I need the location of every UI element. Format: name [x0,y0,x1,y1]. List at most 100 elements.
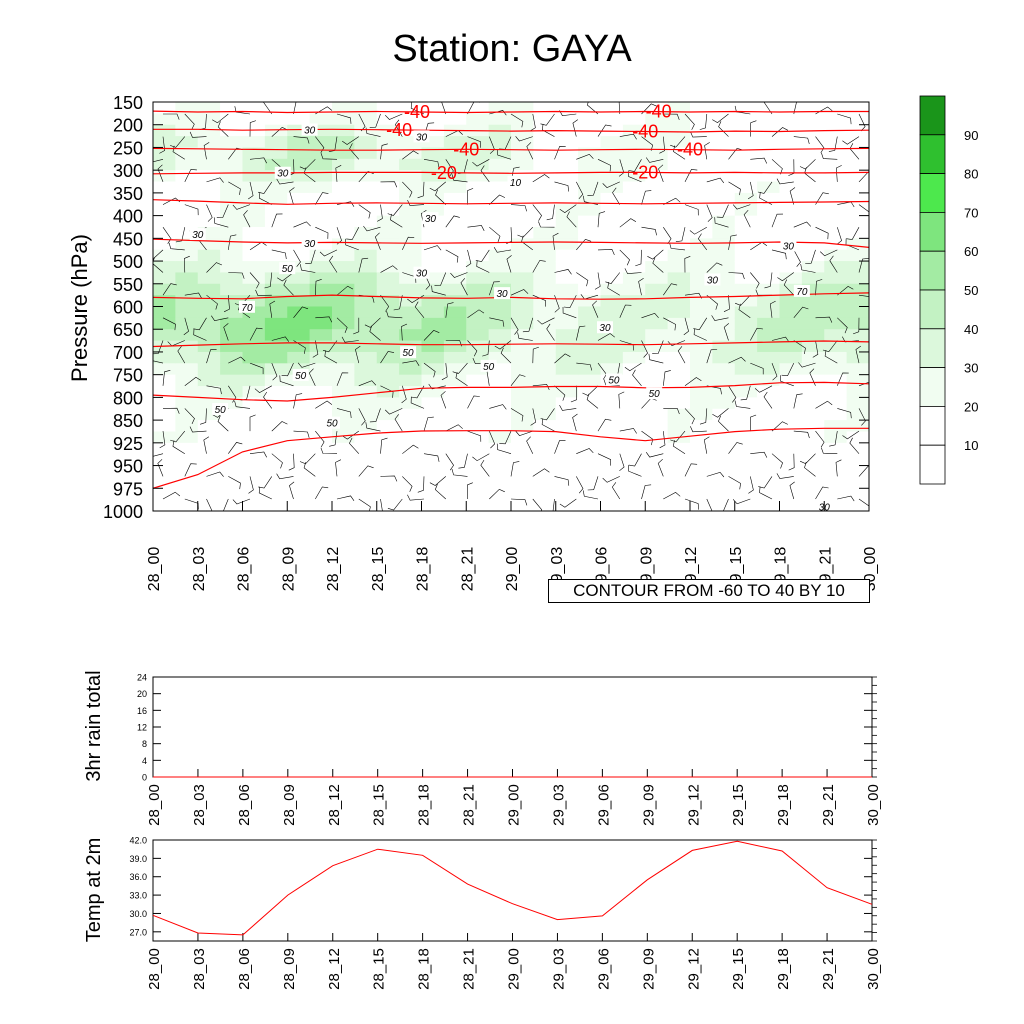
wind-barb [800,263,816,273]
humidity-cell [376,351,400,364]
wind-barb [168,242,185,251]
wind-barb [258,476,273,489]
wind-barb [693,328,707,341]
humidity-cell [354,499,378,511]
pressure-tick-label: 700 [113,343,143,363]
humidity-cell [846,431,869,444]
temperature-contour-label: -40 [632,122,658,142]
humidity-cell [399,386,423,398]
wind-barb [281,362,294,377]
humidity-cell [399,158,423,171]
humidity-cell [645,215,669,228]
humidity-cell [332,351,355,364]
humidity-cell [690,295,713,308]
humidity-cell [287,295,311,308]
temp2m-panel-ytick-label: 42.0 [129,836,147,846]
wind-barb [183,255,190,273]
humidity-cell [824,374,848,387]
humidity-cell [801,397,825,410]
humidity-cell [443,226,467,239]
humidity-cell [645,124,669,137]
wind-barb [732,204,751,210]
humidity-cell [376,215,400,228]
humidity-cell [399,238,423,251]
humidity-cell [801,351,825,364]
humidity-cell [578,295,602,308]
wind-barb [467,136,481,148]
wind-barb [336,372,349,386]
humidity-cell [175,386,199,398]
humidity-cell [443,465,467,478]
humidity-cell [309,340,333,353]
humidity-cell [332,249,355,262]
rain-panel-ytick-label: 20 [137,689,147,699]
wind-barb [597,453,612,466]
humidity-cell [690,215,713,228]
wind-barb [684,463,698,477]
pressure-tick-label: 925 [113,434,143,454]
wind-barb [594,272,601,290]
humidity-cell [466,329,490,342]
wind-barb [342,430,359,440]
humidity-cell [824,295,848,308]
wind-barb [288,453,295,471]
humidity-cell [690,454,713,467]
humidity-cell [645,295,669,308]
humidity-cell [242,170,266,183]
humidity-cell [399,226,423,239]
humidity-cell [779,317,803,330]
wind-barb [353,317,360,335]
humidity-cell [376,431,400,444]
humidity-cell [488,476,512,489]
humidity-cell [220,124,244,137]
humidity-cell [578,454,602,467]
wind-barb [315,192,329,205]
humidity-cell [600,351,624,364]
wind-barb [734,294,751,306]
colorbar-box [919,405,946,446]
humidity-cell [376,238,400,251]
humidity-cell [309,238,333,251]
humidity-cell [734,170,758,183]
wind-barb [293,306,309,318]
wind-barb [423,453,440,462]
wind-barb [349,143,360,160]
temperature-contour-label: -40 [646,102,672,122]
humidity-cell [220,238,244,251]
humidity-cell [197,147,221,160]
humidity-cell [399,420,423,433]
humidity-cell [533,431,557,444]
humidity-cell [690,306,713,319]
humidity-cell [846,306,869,319]
humidity-cell [309,283,333,296]
humidity-cell [153,192,176,205]
humidity-cell [242,374,266,387]
humidity-cell [488,374,512,387]
wind-barb [645,452,664,458]
humidity-cell [443,283,467,296]
wind-barb [386,311,403,319]
humidity-label-bg [596,321,613,334]
humidity-cell [332,204,355,217]
humidity-contour-label: 30 [599,323,611,334]
humidity-cell [779,215,803,228]
humidity-cell [600,283,624,296]
humidity-cell [690,181,713,194]
humidity-cell [443,238,467,251]
humidity-cell [511,158,534,171]
humidity-cell [153,442,176,455]
wind-barb [315,316,333,323]
humidity-cell [376,170,400,183]
humidity-cell [555,408,579,421]
humidity-cell [399,317,423,330]
rain-panel-xtick-label: 28_06 [236,784,253,826]
contour-note: CONTOUR FROM -60 TO 40 BY 10 [548,579,870,603]
temperature-contour-line [153,199,869,205]
humidity-cell [801,442,825,455]
wind-barb [440,391,447,409]
humidity-cell [421,295,445,308]
humidity-cell [376,226,400,239]
wind-barb [460,278,468,296]
humidity-cell [399,306,423,319]
